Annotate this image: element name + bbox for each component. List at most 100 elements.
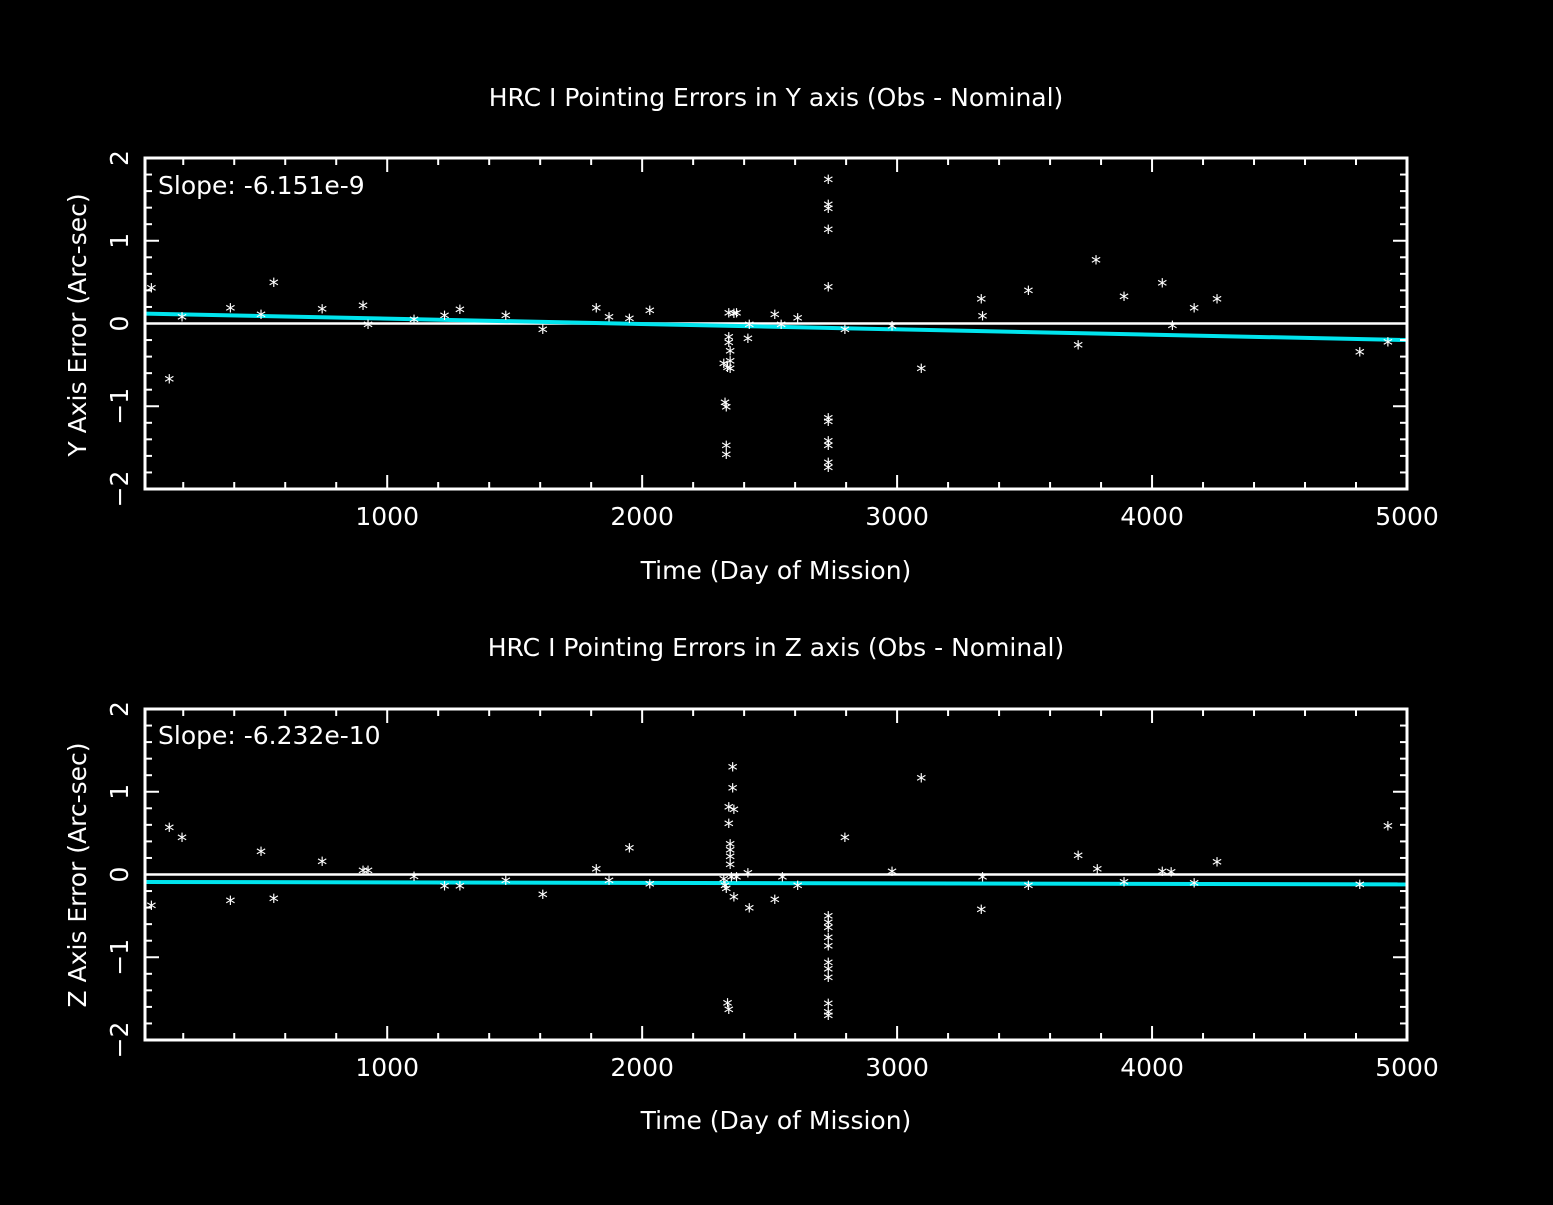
z-panel-data-point: * — [1156, 863, 1168, 887]
y-panel-data-point: * — [792, 309, 804, 333]
z-axis-panel: HRC I Pointing Errors in Z axis (Obs - N… — [63, 633, 1439, 1135]
z-panel-data-point: * — [839, 829, 851, 853]
y-panel-data-point: * — [590, 299, 602, 323]
y-panel-data-point: * — [822, 221, 834, 245]
z-panel-data-point: * — [730, 869, 742, 893]
z-panel-data-point: * — [408, 868, 420, 892]
z-panel-data-point: * — [362, 862, 374, 886]
z-panel-data-point: * — [623, 840, 635, 864]
z-panel-data-point: * — [822, 969, 834, 993]
z-panel-y-tick-label: 1 — [105, 784, 134, 800]
y-panel-data-point: * — [603, 309, 615, 333]
z-panel-data-point: * — [454, 878, 466, 902]
y-panel-data-point: * — [728, 305, 740, 329]
y-panel-data-point: * — [454, 301, 466, 325]
z-panel-x-axis-label: Time (Day of Mission) — [640, 1106, 912, 1135]
z-panel-data-point: * — [822, 1004, 834, 1028]
z-panel-data-point: * — [590, 860, 602, 884]
y-panel-data-point: * — [163, 371, 175, 395]
y-panel-data-point: * — [357, 297, 369, 321]
y-panel-fit-line — [144, 311, 1408, 343]
y-panel-data-point: * — [742, 330, 754, 354]
y-panel-data-point: * — [1354, 343, 1366, 367]
y-panel-data-point: * — [439, 307, 451, 331]
z-panel-data-point: * — [644, 875, 656, 899]
y-panel-title: HRC I Pointing Errors in Y axis (Obs - N… — [489, 83, 1064, 112]
y-panel-data-point: * — [1118, 288, 1130, 312]
z-panel-x-tick-label: 2000 — [610, 1053, 674, 1082]
y-panel-y-tick-label: 0 — [105, 316, 134, 332]
z-panel-data-point: * — [1382, 817, 1394, 841]
z-panel-data-point: * — [727, 779, 739, 803]
y-panel-slope-label: Slope: -6.151e-9 — [158, 171, 365, 200]
y-panel-points: *** * *** ** * * * *** * * ***************** ** ****… — [145, 171, 1394, 483]
z-panel-data-point: * — [822, 937, 834, 961]
z-panel-data-point: * — [822, 1007, 834, 1031]
y-panel-data-point: * — [839, 321, 851, 345]
y-panel-data-point: * — [822, 459, 834, 483]
z-panel-data-point: * — [722, 994, 734, 1018]
z-panel-ticks — [145, 708, 1407, 1041]
y-panel-data-point: * — [1072, 337, 1084, 361]
z-panel-data-point: * — [357, 862, 369, 886]
z-panel-data-point: * — [822, 995, 834, 1019]
y-panel-y-axis-label: Y Axis Error (Arc-sec) — [63, 193, 92, 457]
y-panel-data-point: * — [723, 304, 735, 328]
y-panel-y-tick-label: 2 — [105, 150, 134, 166]
z-panel-data-point: * — [1188, 874, 1200, 898]
z-panel-data-point: * — [976, 869, 988, 893]
z-panel-data-point: * — [603, 872, 615, 896]
z-panel-data-point: * — [727, 759, 739, 783]
y-panel-data-point: * — [720, 437, 732, 461]
y-panel-data-point: * — [724, 342, 736, 366]
y-panel-data-point: * — [623, 310, 635, 334]
z-panel-data-point: * — [718, 870, 730, 894]
z-panel-data-point: * — [1072, 847, 1084, 871]
z-panel-y-axis-label: Z Axis Error (Arc-sec) — [63, 742, 92, 1007]
z-panel-data-point: * — [822, 908, 834, 932]
y-panel-data-point: * — [537, 321, 549, 345]
z-panel-data-point: * — [724, 841, 736, 865]
z-panel-data-point: * — [728, 801, 740, 825]
z-panel-data-point: * — [915, 769, 927, 793]
z-panel-data-point: * — [886, 863, 898, 887]
y-panel-data-point: * — [644, 302, 656, 326]
y-panel-x-tick-label: 2000 — [610, 502, 674, 531]
z-panel-data-point: * — [1118, 874, 1130, 898]
y-panel-data-point: * — [822, 171, 834, 195]
y-panel-data-point: * — [822, 413, 834, 437]
z-panel-tick-labels: 1000 2000 3000 4000 5000 −2 −1 0 1 2 — [105, 701, 1439, 1082]
y-panel-data-point: * — [886, 318, 898, 342]
z-panel-data-point: * — [724, 848, 736, 872]
z-panel-fit-line — [144, 879, 1408, 887]
y-panel-y-tick-label: −2 — [105, 471, 134, 508]
z-panel-data-point: * — [224, 892, 236, 916]
z-panel-data-point: * — [822, 914, 834, 938]
z-panel-slope-label: Slope: -6.232e-10 — [158, 721, 381, 750]
y-panel-x-axis-label: Time (Day of Mission) — [640, 556, 912, 585]
z-panel-data-point: * — [822, 919, 834, 943]
y-panel-data-point: * — [268, 274, 280, 298]
z-panel-data-point: * — [725, 869, 737, 893]
y-panel-data-point: * — [723, 328, 735, 352]
y-panel-data-point: * — [1188, 299, 1200, 323]
y-panel-data-point: * — [743, 316, 755, 340]
z-panel-x-tick-label: 5000 — [1375, 1053, 1439, 1082]
y-panel-data-point: * — [775, 316, 787, 340]
y-panel-data-point: * — [1022, 282, 1034, 306]
y-panel-x-tick-label: 3000 — [865, 502, 929, 531]
z-panel-data-point: * — [1165, 864, 1177, 888]
y-panel-data-point: * — [822, 433, 834, 457]
y-panel-data-point: * — [822, 409, 834, 433]
y-panel-data-point: * — [769, 306, 781, 330]
z-panel-data-point: * — [176, 829, 188, 853]
z-panel-data-point: * — [743, 899, 755, 923]
y-panel-data-point: * — [224, 299, 236, 323]
z-panel-x-tick-label: 3000 — [865, 1053, 929, 1082]
y-axis-panel: HRC I Pointing Errors in Y axis (Obs - N… — [63, 83, 1439, 585]
y-panel-data-point: * — [822, 454, 834, 478]
y-panel-data-point: * — [255, 306, 267, 330]
y-panel-data-point: * — [500, 307, 512, 331]
z-panel-data-point: * — [719, 877, 731, 901]
